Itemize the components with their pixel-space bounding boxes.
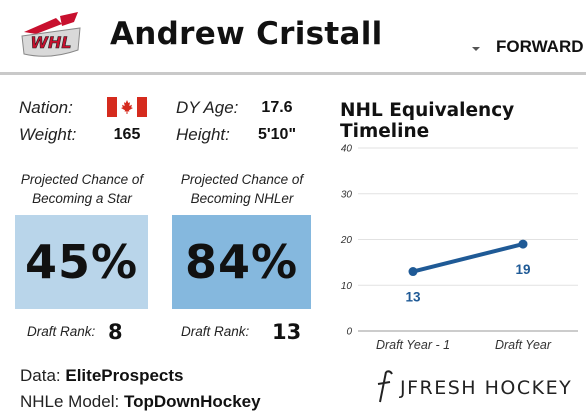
logo-text: WHL — [30, 33, 71, 52]
nhler-draft-rank-label: Draft Rank: — [181, 324, 250, 339]
brand-text: JFRESH HOCKEY — [399, 377, 572, 399]
data-point — [518, 239, 528, 249]
data-label: 13 — [405, 290, 421, 305]
star-chance-title-line1: Projected Chance of — [20, 172, 144, 187]
nation-label: Nation: — [19, 98, 73, 117]
y-tick-label: 40 — [341, 144, 353, 155]
star-draft-rank-label: Draft Rank: — [27, 324, 96, 339]
nhler-chance-value: 84% — [184, 235, 299, 289]
model-credit-label: NHLe Model: — [20, 392, 120, 411]
data-credit-value: EliteProspects — [65, 366, 184, 385]
height-value: 5'10" — [257, 126, 297, 143]
whl-logo: WHL — [21, 12, 81, 57]
height-label: Height: — [176, 125, 230, 144]
y-tick-label: 10 — [341, 281, 353, 292]
nhler-chance-title: Projected Chance of Becoming NHLer — [172, 170, 312, 208]
chevron-down-icon[interactable] — [472, 47, 480, 51]
series-line — [411, 242, 525, 274]
nhler-draft-rank-value: 13 — [272, 320, 302, 344]
x-tick-label: Draft Year — [495, 338, 552, 352]
nhler-chance-title-line2: Becoming NHLer — [190, 191, 294, 206]
canada-flag-icon — [107, 97, 147, 117]
dy-age-label: DY Age: — [176, 98, 239, 117]
chart-title: NHL Equivalency Timeline — [340, 100, 515, 142]
header: WHL Andrew Cristall FORWARD — [0, 0, 586, 74]
nhle-timeline-chart: 0 10 20 30 40 Draft Year - 1 Draft Year 13 19 — [340, 144, 578, 352]
data-credit: Data: EliteProspects — [20, 366, 183, 386]
header-divider — [0, 72, 586, 75]
model-credit-value: TopDownHockey — [123, 392, 261, 411]
y-tick-label: 20 — [340, 235, 353, 246]
data-credit-label: Data: — [20, 366, 61, 385]
data-point — [408, 267, 418, 277]
weight-value: 165 — [113, 126, 141, 143]
nhler-chance-card: 84% — [172, 215, 311, 309]
y-tick-label: 0 — [346, 327, 352, 338]
dy-age-value: 17.6 — [261, 99, 293, 116]
x-tick-label: Draft Year - 1 — [376, 338, 450, 352]
star-chance-title: Projected Chance of Becoming a Star — [14, 170, 150, 208]
data-label: 19 — [515, 262, 530, 277]
player-name: Andrew Cristall — [110, 16, 383, 52]
model-credit: NHLe Model: TopDownHockey — [20, 392, 261, 412]
y-tick-label: 30 — [341, 189, 353, 200]
weight-label: Weight: — [19, 125, 77, 144]
star-draft-rank-value: 8 — [108, 320, 123, 344]
star-chance-value: 45% — [24, 235, 139, 289]
star-chance-card: 45% — [15, 215, 148, 309]
player-position: FORWARD — [496, 37, 584, 56]
jfresh-hockey-logo: JFRESH HOCKEY — [377, 370, 572, 403]
star-chance-title-line2: Becoming a Star — [32, 191, 132, 206]
nhler-chance-title-line1: Projected Chance of — [180, 172, 304, 187]
